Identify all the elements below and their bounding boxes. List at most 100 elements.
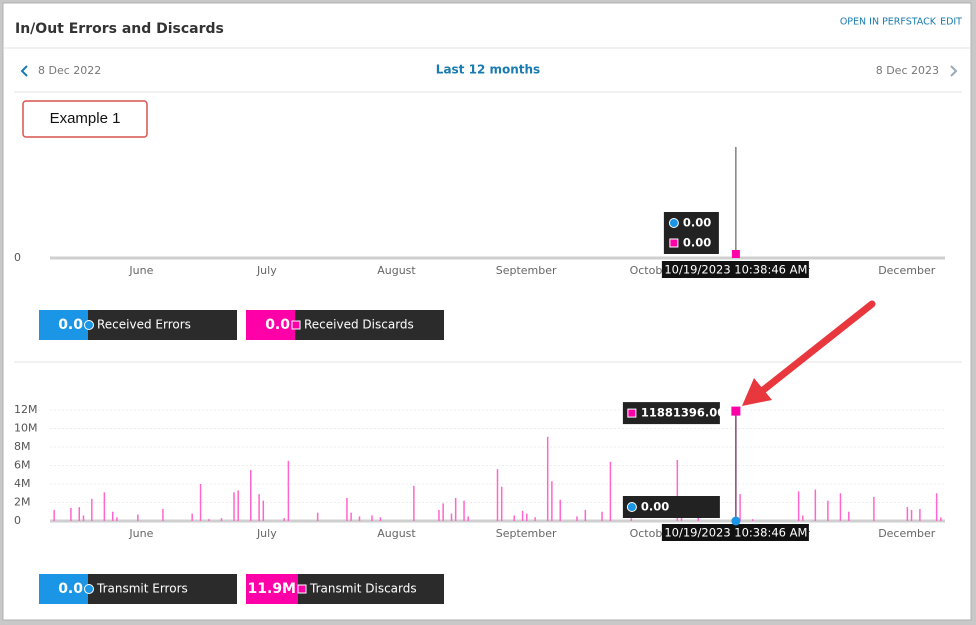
spike bbox=[233, 492, 235, 521]
spike bbox=[534, 517, 536, 521]
spike bbox=[220, 518, 223, 521]
legend-marker bbox=[297, 584, 307, 594]
legend-swatch bbox=[39, 310, 88, 340]
annotation-text: Example 1 bbox=[50, 110, 121, 127]
spike bbox=[559, 499, 561, 521]
spike bbox=[873, 496, 875, 521]
legend-marker bbox=[84, 320, 94, 330]
spike bbox=[199, 484, 202, 521]
spike bbox=[601, 511, 603, 521]
spike bbox=[283, 518, 285, 521]
spike bbox=[935, 493, 938, 521]
spike bbox=[676, 459, 679, 521]
spike bbox=[82, 515, 85, 521]
readout-box bbox=[622, 402, 720, 425]
legend-value: 11.9M bbox=[248, 581, 296, 597]
legend-name: Received Discards bbox=[304, 318, 414, 332]
spike bbox=[751, 519, 754, 521]
spike bbox=[379, 517, 382, 521]
legend-swatch bbox=[246, 574, 298, 604]
readout-marker bbox=[627, 408, 637, 418]
legend-name: Transmit Errors bbox=[96, 582, 188, 596]
x-tick-label: July bbox=[256, 527, 277, 540]
spike bbox=[413, 485, 415, 521]
x-tick-label: August bbox=[377, 527, 416, 540]
legend-marker bbox=[84, 584, 94, 594]
spike bbox=[526, 513, 528, 521]
spike bbox=[500, 486, 503, 521]
arrow-shaft bbox=[758, 300, 876, 395]
spike bbox=[910, 509, 913, 521]
spike bbox=[358, 516, 361, 521]
spike bbox=[463, 500, 465, 521]
spike bbox=[111, 511, 114, 521]
spike bbox=[91, 498, 93, 521]
spike bbox=[70, 508, 72, 521]
x-tick-label: June bbox=[128, 527, 153, 540]
legend-value: 0.0 bbox=[265, 317, 290, 333]
next-arrow[interactable] bbox=[950, 65, 958, 77]
y-tick-label: 8M bbox=[14, 440, 31, 453]
readout-text: 0.00 bbox=[683, 236, 711, 250]
y-tick-label: 12M bbox=[14, 403, 38, 416]
spike bbox=[438, 509, 440, 521]
legend-swatch bbox=[39, 574, 88, 604]
spike bbox=[237, 490, 239, 521]
spike bbox=[78, 507, 81, 521]
spike bbox=[346, 497, 348, 521]
spike bbox=[191, 513, 193, 521]
arrow-head bbox=[742, 378, 772, 406]
x-tick-label: June bbox=[128, 264, 153, 277]
readout-text: 0.00 bbox=[683, 216, 711, 230]
x-tick-label: December bbox=[878, 264, 936, 277]
range-selector[interactable]: Last 12 months bbox=[436, 63, 540, 77]
charts: 0JuneJulyAugustSeptemberOctoberNovemberD… bbox=[14, 147, 945, 604]
spike bbox=[797, 491, 800, 521]
spike bbox=[839, 493, 842, 521]
spike bbox=[262, 500, 265, 521]
spike bbox=[137, 514, 139, 521]
spike bbox=[454, 497, 457, 521]
readout-text: 11881396.00 bbox=[641, 406, 725, 420]
legend-marker bbox=[291, 320, 301, 330]
prev-arrow[interactable] bbox=[20, 65, 28, 77]
legend-swatch bbox=[246, 310, 295, 340]
date-tooltip-text: 10/19/2023 10:38:46 AM bbox=[664, 263, 807, 277]
hover-point bbox=[731, 406, 741, 416]
perfstack-link[interactable]: OPEN IN PERFSTACK bbox=[840, 17, 937, 28]
panel-title: In/Out Errors and Discards bbox=[15, 21, 224, 37]
edit-link[interactable]: EDIT bbox=[940, 17, 962, 28]
spike bbox=[287, 460, 290, 521]
date-tooltip bbox=[661, 524, 809, 541]
spike bbox=[906, 507, 909, 521]
spike bbox=[450, 513, 453, 521]
spike bbox=[827, 500, 829, 521]
x-tick-label: September bbox=[496, 264, 557, 277]
spike bbox=[103, 492, 106, 521]
spike bbox=[576, 516, 578, 521]
nav-start: 8 Dec 2022 bbox=[38, 64, 101, 77]
y-tick-label: 0 bbox=[14, 251, 21, 264]
spike bbox=[919, 508, 921, 521]
spike bbox=[350, 512, 352, 521]
spike bbox=[513, 515, 515, 521]
y-tick-label: 4M bbox=[14, 477, 31, 490]
spike bbox=[521, 510, 524, 521]
date-tooltip bbox=[661, 261, 809, 278]
spike bbox=[551, 481, 553, 521]
y-tick-label: 2M bbox=[14, 496, 31, 509]
spike bbox=[316, 512, 319, 521]
spike bbox=[116, 517, 118, 521]
spike bbox=[53, 509, 55, 521]
spike bbox=[697, 517, 699, 521]
spike bbox=[814, 489, 817, 521]
x-tick-label: September bbox=[496, 527, 557, 540]
spike bbox=[848, 511, 850, 521]
spike bbox=[496, 469, 499, 521]
spike bbox=[258, 494, 260, 521]
hover-point bbox=[731, 250, 740, 258]
spike bbox=[546, 436, 549, 521]
annotation-box bbox=[22, 100, 148, 138]
